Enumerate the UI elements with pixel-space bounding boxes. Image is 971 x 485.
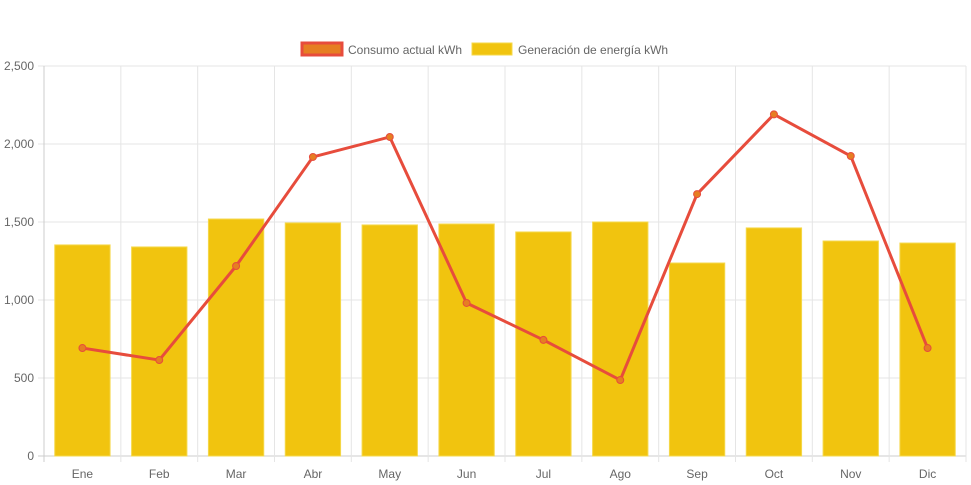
bar[interactable] xyxy=(668,262,726,457)
line-series xyxy=(78,110,932,385)
legend-label-consumo: Consumo actual kWh xyxy=(348,43,462,57)
line-point[interactable] xyxy=(78,344,87,353)
legend-swatch-consumo xyxy=(300,41,344,57)
y-tick-label: 0 xyxy=(27,449,34,463)
line-point[interactable] xyxy=(539,335,548,344)
x-tick-label: Ene xyxy=(72,467,94,481)
x-tick-label: Jul xyxy=(536,467,551,481)
line-path xyxy=(82,112,929,382)
bar-series xyxy=(54,218,956,457)
bar[interactable] xyxy=(592,221,649,457)
x-tick-label: Sep xyxy=(686,467,708,481)
x-tick-label: Ago xyxy=(610,467,632,481)
line-point[interactable] xyxy=(155,356,164,365)
line-point[interactable] xyxy=(923,344,932,353)
y-tick-label: 1,000 xyxy=(4,293,34,307)
y-axis: 0 500 1,000 1,500 2,000 2,500 xyxy=(4,59,34,463)
bar[interactable] xyxy=(131,246,188,457)
x-tick-label: Oct xyxy=(765,467,784,481)
y-tick-label: 2,500 xyxy=(4,59,34,73)
legend-swatch-generacion xyxy=(471,42,513,56)
x-tick-label: Dic xyxy=(919,467,936,481)
x-tick-label: Feb xyxy=(149,467,170,481)
bar[interactable] xyxy=(745,227,803,457)
legend-item-generacion[interactable]: Generación de energía kWh xyxy=(471,42,668,57)
x-tick-label: Abr xyxy=(304,467,323,481)
x-axis: Ene Feb Mar Abr May Jun Jul Ago Sep Oct Nov Dic xyxy=(72,467,937,481)
bar[interactable] xyxy=(822,240,879,457)
y-tick-label: 500 xyxy=(14,371,34,385)
legend-item-consumo[interactable]: Consumo actual kWh xyxy=(300,41,462,57)
line-point[interactable] xyxy=(769,110,778,119)
x-tick-label: Mar xyxy=(226,467,247,481)
line-point[interactable] xyxy=(693,190,702,199)
grid xyxy=(38,65,967,462)
bar[interactable] xyxy=(207,218,265,457)
line-point[interactable] xyxy=(616,376,625,385)
line-point[interactable] xyxy=(385,132,394,141)
x-tick-label: Jun xyxy=(457,467,476,481)
bar[interactable] xyxy=(361,224,418,457)
bar[interactable] xyxy=(284,222,342,457)
legend-label-generacion: Generación de energía kWh xyxy=(518,43,668,57)
x-tick-label: May xyxy=(378,467,401,481)
x-tick-label: Nov xyxy=(840,467,861,481)
line-point[interactable] xyxy=(846,152,855,161)
y-tick-label: 2,000 xyxy=(4,137,34,151)
line-point[interactable] xyxy=(462,298,471,307)
line-point[interactable] xyxy=(232,261,241,270)
bar[interactable] xyxy=(515,231,572,457)
y-tick-label: 1,500 xyxy=(4,215,34,229)
legend: Consumo actual kWh Generación de energía… xyxy=(300,41,668,57)
line-point[interactable] xyxy=(308,152,317,161)
